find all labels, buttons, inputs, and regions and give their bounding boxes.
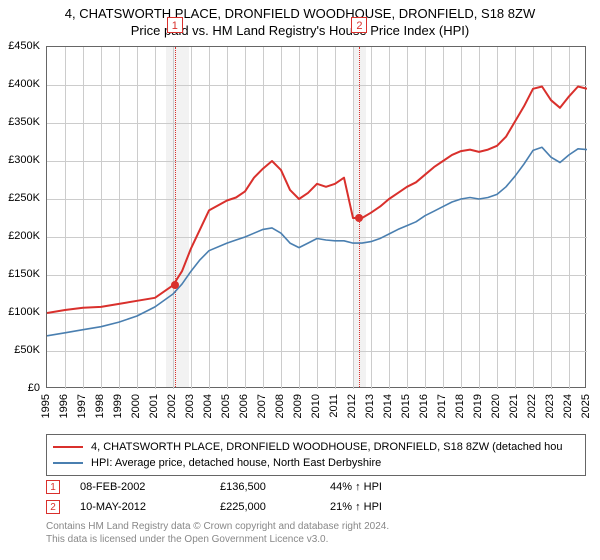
- x-axis-tick: 2022: [526, 394, 538, 418]
- x-axis-tick: 2001: [148, 394, 160, 418]
- sale-event-diff: 44% ↑ HPI: [330, 481, 586, 493]
- x-axis-tick: 2005: [220, 394, 232, 418]
- x-axis-tick: 1998: [94, 394, 106, 418]
- legend-swatch: [53, 446, 83, 448]
- sale-event-date: 08-FEB-2002: [80, 481, 220, 493]
- x-axis-tick: 2000: [130, 394, 142, 418]
- sale-events-table: 1 08-FEB-2002£136,50044% ↑ HPI 2 10-MAY-201…: [46, 478, 586, 518]
- y-axis-tick: £100K: [0, 306, 40, 318]
- license-text: Contains HM Land Registry data © Crown c…: [46, 520, 586, 546]
- x-axis-tick: 2010: [310, 394, 322, 418]
- y-axis-tick: £0: [0, 382, 40, 394]
- x-axis-tick: 2018: [454, 394, 466, 418]
- x-axis-tick: 2007: [256, 394, 268, 418]
- chart-legend: 4, CHATSWORTH PLACE, DRONFIELD WOODHOUSE…: [46, 434, 586, 476]
- y-axis-tick: £150K: [0, 268, 40, 280]
- sale-marker-dot: [355, 214, 363, 222]
- series-hpi: [47, 147, 587, 335]
- sale-event-price: £136,500: [220, 481, 330, 493]
- y-axis-tick: £350K: [0, 116, 40, 128]
- x-axis-tick: 2025: [580, 394, 592, 418]
- page-title-address: 4, CHATSWORTH PLACE, DRONFIELD WOODHOUSE…: [0, 6, 600, 21]
- x-axis-tick: 1996: [58, 394, 70, 418]
- x-axis-tick: 1995: [40, 394, 52, 418]
- x-axis-tick: 2008: [274, 394, 286, 418]
- x-axis-tick: 2016: [418, 394, 430, 418]
- sale-marker-number: 2: [351, 17, 367, 33]
- chart-lines: [47, 47, 587, 389]
- y-axis-tick: £400K: [0, 78, 40, 90]
- x-axis-tick: 1997: [76, 394, 88, 418]
- x-axis-tick: 2024: [562, 394, 574, 418]
- x-axis-tick: 2002: [166, 394, 178, 418]
- x-axis-tick: 2019: [472, 394, 484, 418]
- y-axis-tick: £450K: [0, 40, 40, 52]
- legend-item: HPI: Average price, detached house, Nort…: [53, 455, 579, 471]
- x-axis-tick: 2003: [184, 394, 196, 418]
- sale-marker-number: 1: [167, 17, 183, 33]
- sale-event-row: 1 08-FEB-2002£136,50044% ↑ HPI: [46, 478, 586, 496]
- y-axis-tick: £250K: [0, 192, 40, 204]
- license-line-1: Contains HM Land Registry data © Crown c…: [46, 520, 586, 533]
- x-axis-tick: 2011: [328, 394, 340, 418]
- sale-event-diff: 21% ↑ HPI: [330, 501, 586, 513]
- y-axis-tick: £200K: [0, 230, 40, 242]
- price-chart: 12 £0£50K£100K£150K£200K£250K£300K£350K£…: [46, 46, 586, 388]
- legend-swatch: [53, 462, 83, 464]
- x-axis-tick: 2021: [508, 394, 520, 418]
- x-axis-tick: 1999: [112, 394, 124, 418]
- x-axis-tick: 2013: [364, 394, 376, 418]
- sale-event-row: 2 10-MAY-2012£225,00021% ↑ HPI: [46, 498, 586, 516]
- sale-event-number: 2: [46, 500, 60, 514]
- legend-item: 4, CHATSWORTH PLACE, DRONFIELD WOODHOUSE…: [53, 439, 579, 455]
- page-subtitle: Price paid vs. HM Land Registry's House …: [0, 23, 600, 38]
- y-axis-tick: £300K: [0, 154, 40, 166]
- sale-event-price: £225,000: [220, 501, 330, 513]
- x-axis-tick: 2017: [436, 394, 448, 418]
- x-axis-tick: 2004: [202, 394, 214, 418]
- sale-event-number: 1: [46, 480, 60, 494]
- series-price_paid: [47, 87, 587, 314]
- x-axis-tick: 2009: [292, 394, 304, 418]
- legend-label: HPI: Average price, detached house, Nort…: [91, 457, 381, 469]
- x-axis-tick: 2006: [238, 394, 250, 418]
- x-axis-tick: 2023: [544, 394, 556, 418]
- legend-label: 4, CHATSWORTH PLACE, DRONFIELD WOODHOUSE…: [91, 441, 562, 453]
- x-axis-tick: 2020: [490, 394, 502, 418]
- sale-event-date: 10-MAY-2012: [80, 501, 220, 513]
- x-axis-tick: 2012: [346, 394, 358, 418]
- y-axis-tick: £50K: [0, 344, 40, 356]
- x-axis-tick: 2015: [400, 394, 412, 418]
- sale-marker-dot: [171, 281, 179, 289]
- x-axis-tick: 2014: [382, 394, 394, 418]
- license-line-2: This data is licensed under the Open Gov…: [46, 533, 586, 546]
